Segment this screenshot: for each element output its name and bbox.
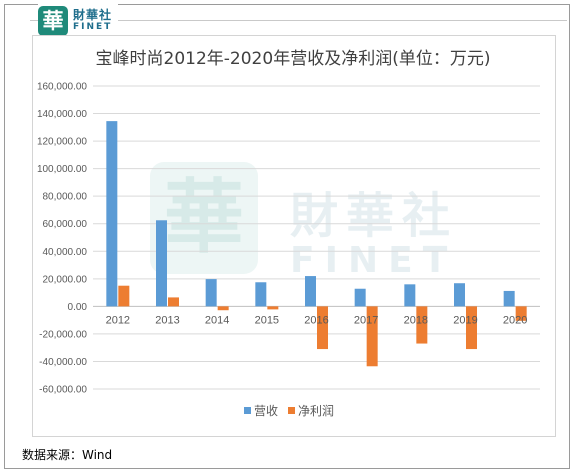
bar-revenue	[305, 276, 316, 307]
x-tick-label: 2012	[106, 314, 130, 326]
y-tick-label: 100,000.00	[37, 164, 87, 175]
bar-revenue	[255, 282, 267, 307]
bar-profit	[366, 306, 378, 367]
y-tick-label: -20,000.00	[39, 329, 87, 340]
x-tick-label: 2016	[304, 314, 328, 326]
watermark-mark-icon	[150, 162, 258, 274]
y-tick-label: -40,000.00	[39, 357, 87, 368]
bar-revenue	[404, 284, 416, 307]
y-tick-label: 40,000.00	[43, 247, 88, 258]
y-tick-label: 60,000.00	[43, 219, 88, 230]
bar-profit	[118, 285, 130, 307]
watermark-mark-text: 華	[164, 170, 244, 264]
x-tick-label: 2019	[453, 314, 477, 326]
x-tick-label: 2014	[205, 314, 229, 326]
data-source-note: 数据来源：Wind	[22, 448, 113, 462]
bar-revenue	[205, 279, 217, 307]
bar-profit	[217, 306, 229, 311]
logo-mark-icon: 華	[38, 6, 68, 36]
y-tick-label: 140,000.00	[37, 109, 87, 120]
y-tick-label: 20,000.00	[43, 274, 88, 285]
bar-profit	[466, 306, 477, 350]
y-tick-label: 160,000.00	[37, 82, 87, 93]
y-tick-label: -60,000.00	[39, 385, 87, 396]
header-rule	[30, 20, 567, 21]
legend-label-revenue: 营收	[254, 404, 278, 418]
chart-area	[32, 35, 556, 437]
legend-label-profit: 净利润	[298, 404, 334, 418]
logo-name-en: FINET	[73, 22, 113, 32]
bar-revenue	[156, 220, 167, 307]
bar-profit	[515, 306, 527, 321]
y-tick-label: 0.00	[68, 302, 88, 313]
logo-name-cn: 財華社	[73, 8, 113, 22]
bar-profit	[168, 297, 179, 307]
x-tick-label: 2018	[404, 314, 428, 326]
x-tick-label: 2013	[155, 314, 179, 326]
bar-revenue	[106, 121, 118, 307]
watermark-name-cn: 財華社	[290, 188, 458, 244]
bar-revenue	[503, 290, 515, 307]
chart-title: 宝峰时尚2012年-2020年营收及净利润(单位：万元)	[95, 49, 491, 69]
y-tick-label: 120,000.00	[37, 137, 87, 148]
watermark-name-en: FINET	[290, 240, 457, 281]
bar-revenue	[354, 288, 366, 307]
bar-profit	[416, 306, 428, 344]
y-tick-label: 80,000.00	[43, 192, 88, 203]
x-tick-label: 2015	[255, 314, 279, 326]
x-tick-label: 2017	[354, 314, 378, 326]
legend-swatch-profit	[288, 407, 295, 414]
x-tick-label: 2020	[503, 314, 527, 326]
finet-logo: 華 財華社 FINET	[38, 4, 119, 38]
logo-text: 財華社 FINET	[73, 9, 112, 33]
legend-swatch-revenue	[244, 407, 251, 414]
bar-profit	[317, 306, 328, 350]
bar-profit	[267, 306, 279, 310]
bar-revenue	[454, 283, 465, 307]
